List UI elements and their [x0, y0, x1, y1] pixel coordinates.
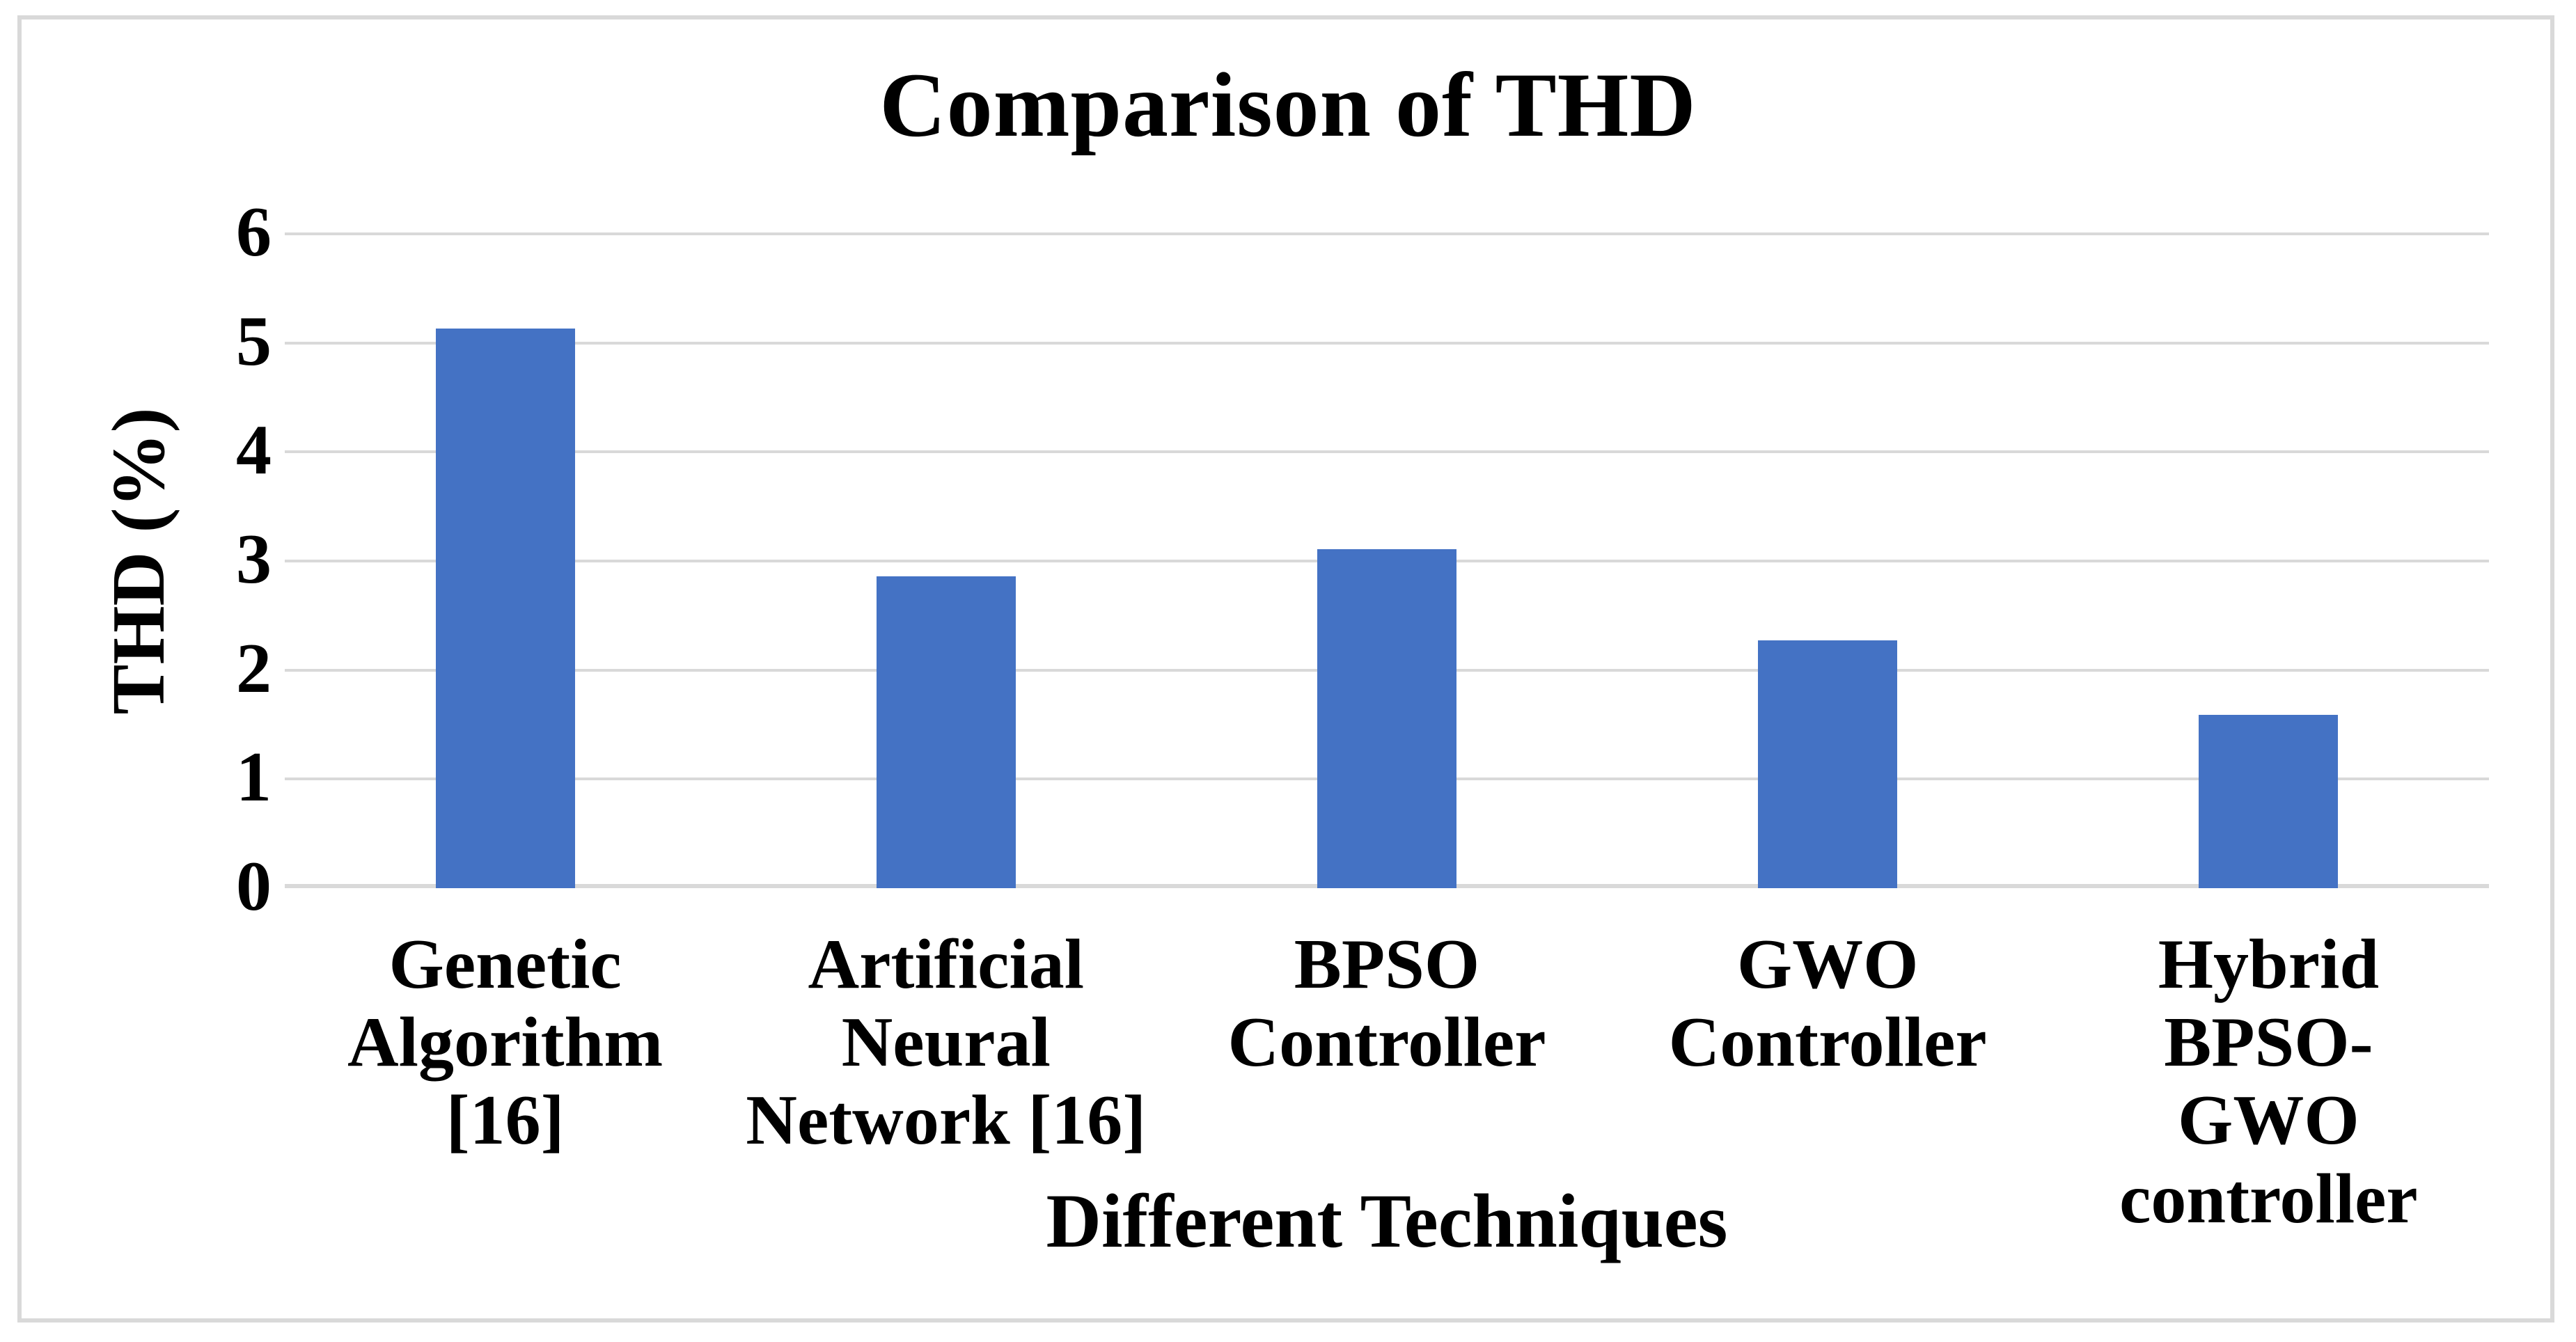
- x-category-label-5: Hybrid BPSO- GWO controller: [2119, 925, 2418, 1238]
- x-category-label-2: Artificial Neural Network [16]: [746, 925, 1147, 1160]
- chart-border-frame: [17, 15, 2554, 1323]
- bar-1: [435, 329, 575, 888]
- y-tick-label-1: 1: [236, 738, 272, 817]
- x-category-label-4: GWO Controller: [1668, 925, 1987, 1082]
- bar-4: [1758, 640, 1898, 888]
- gridline-y5: [285, 341, 2489, 345]
- x-axis-title: Different Techniques: [1046, 1178, 1728, 1263]
- bar-3: [1317, 548, 1456, 888]
- y-tick-label-3: 3: [236, 519, 272, 599]
- x-category-label-3: BPSO Controller: [1227, 925, 1546, 1082]
- x-category-label-1: Genetic Algorithm [16]: [347, 925, 663, 1160]
- bar-2: [876, 576, 1016, 888]
- gridline-y6: [285, 232, 2489, 235]
- y-tick-label-2: 2: [236, 629, 272, 708]
- y-tick-label-4: 4: [236, 411, 272, 490]
- y-tick-label-6: 6: [236, 192, 272, 271]
- y-tick-label-5: 5: [236, 301, 272, 381]
- bar-5: [2199, 714, 2339, 888]
- gridline-y4: [285, 450, 2489, 454]
- plot-area: [285, 232, 2489, 888]
- chart-title: Comparison of THD: [879, 54, 1697, 156]
- y-tick-label-0: 0: [236, 846, 272, 926]
